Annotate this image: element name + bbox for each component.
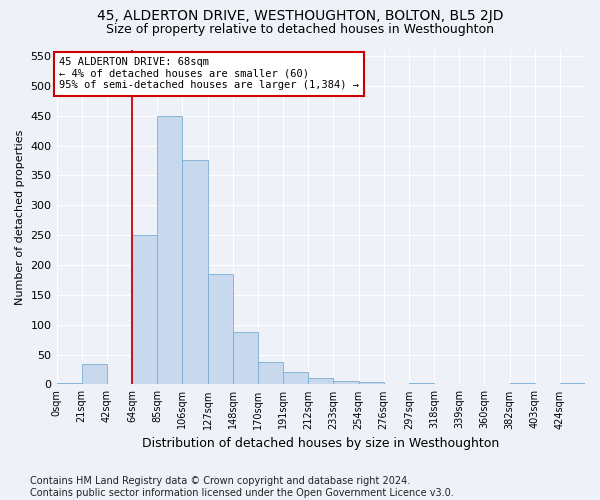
Bar (283, 372, 308, 384)
X-axis label: Distribution of detached houses by size in Westhoughton: Distribution of detached houses by size … (142, 437, 499, 450)
Bar (208, 274, 233, 384)
Text: Size of property relative to detached houses in Westhoughton: Size of property relative to detached ho… (106, 22, 494, 36)
Bar (308, 378, 334, 384)
Bar (560, 383, 585, 384)
Bar (132, 235, 157, 384)
Bar (56, 383, 82, 384)
Bar (359, 382, 383, 384)
Bar (409, 383, 434, 384)
Text: 45, ALDERTON DRIVE, WESTHOUGHTON, BOLTON, BL5 2JD: 45, ALDERTON DRIVE, WESTHOUGHTON, BOLTON… (97, 9, 503, 23)
Bar (182, 160, 208, 384)
Y-axis label: Number of detached properties: Number of detached properties (15, 130, 25, 305)
Bar (334, 382, 359, 384)
Bar (258, 362, 283, 384)
Bar (82, 364, 107, 384)
Bar (233, 332, 258, 384)
Bar (157, 116, 182, 384)
Text: Contains HM Land Registry data © Crown copyright and database right 2024.
Contai: Contains HM Land Registry data © Crown c… (30, 476, 454, 498)
Text: 45 ALDERTON DRIVE: 68sqm
← 4% of detached houses are smaller (60)
95% of semi-de: 45 ALDERTON DRIVE: 68sqm ← 4% of detache… (59, 57, 359, 90)
Bar (509, 383, 535, 384)
